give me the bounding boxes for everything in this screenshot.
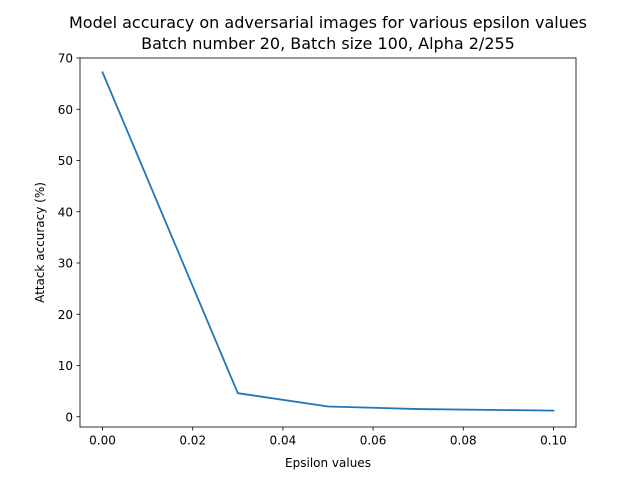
y-tick-label: 30 (58, 257, 73, 271)
x-axis-label: Epsilon values (285, 456, 371, 470)
chart-subtitle: Batch number 20, Batch size 100, Alpha 2… (141, 34, 515, 53)
y-tick-label: 20 (58, 308, 73, 322)
y-tick-label: 0 (65, 410, 73, 424)
chart-title: Model accuracy on adversarial images for… (69, 13, 587, 32)
y-tick-label: 60 (58, 103, 73, 117)
x-tick-label: 0.08 (450, 434, 477, 448)
x-tick-label: 0.00 (89, 434, 116, 448)
y-tick-label: 50 (58, 154, 73, 168)
plot-area-frame (79, 57, 577, 428)
x-tick-label: 0.10 (540, 434, 567, 448)
y-tick-label: 10 (58, 359, 73, 373)
y-axis-ticks: 0 10 20 30 40 50 60 70 (58, 52, 80, 424)
y-tick-label: 70 (58, 52, 73, 66)
x-axis-ticks: 0.00 0.02 0.04 0.06 0.08 0.10 (89, 427, 567, 448)
y-tick-label: 40 (58, 205, 73, 219)
x-tick-label: 0.06 (360, 434, 387, 448)
series-line (101, 71, 555, 412)
x-tick-label: 0.04 (270, 434, 297, 448)
y-axis-label: Attack accuracy (%) (33, 182, 47, 303)
series-layer (101, 71, 555, 412)
x-tick-label: 0.02 (179, 434, 206, 448)
